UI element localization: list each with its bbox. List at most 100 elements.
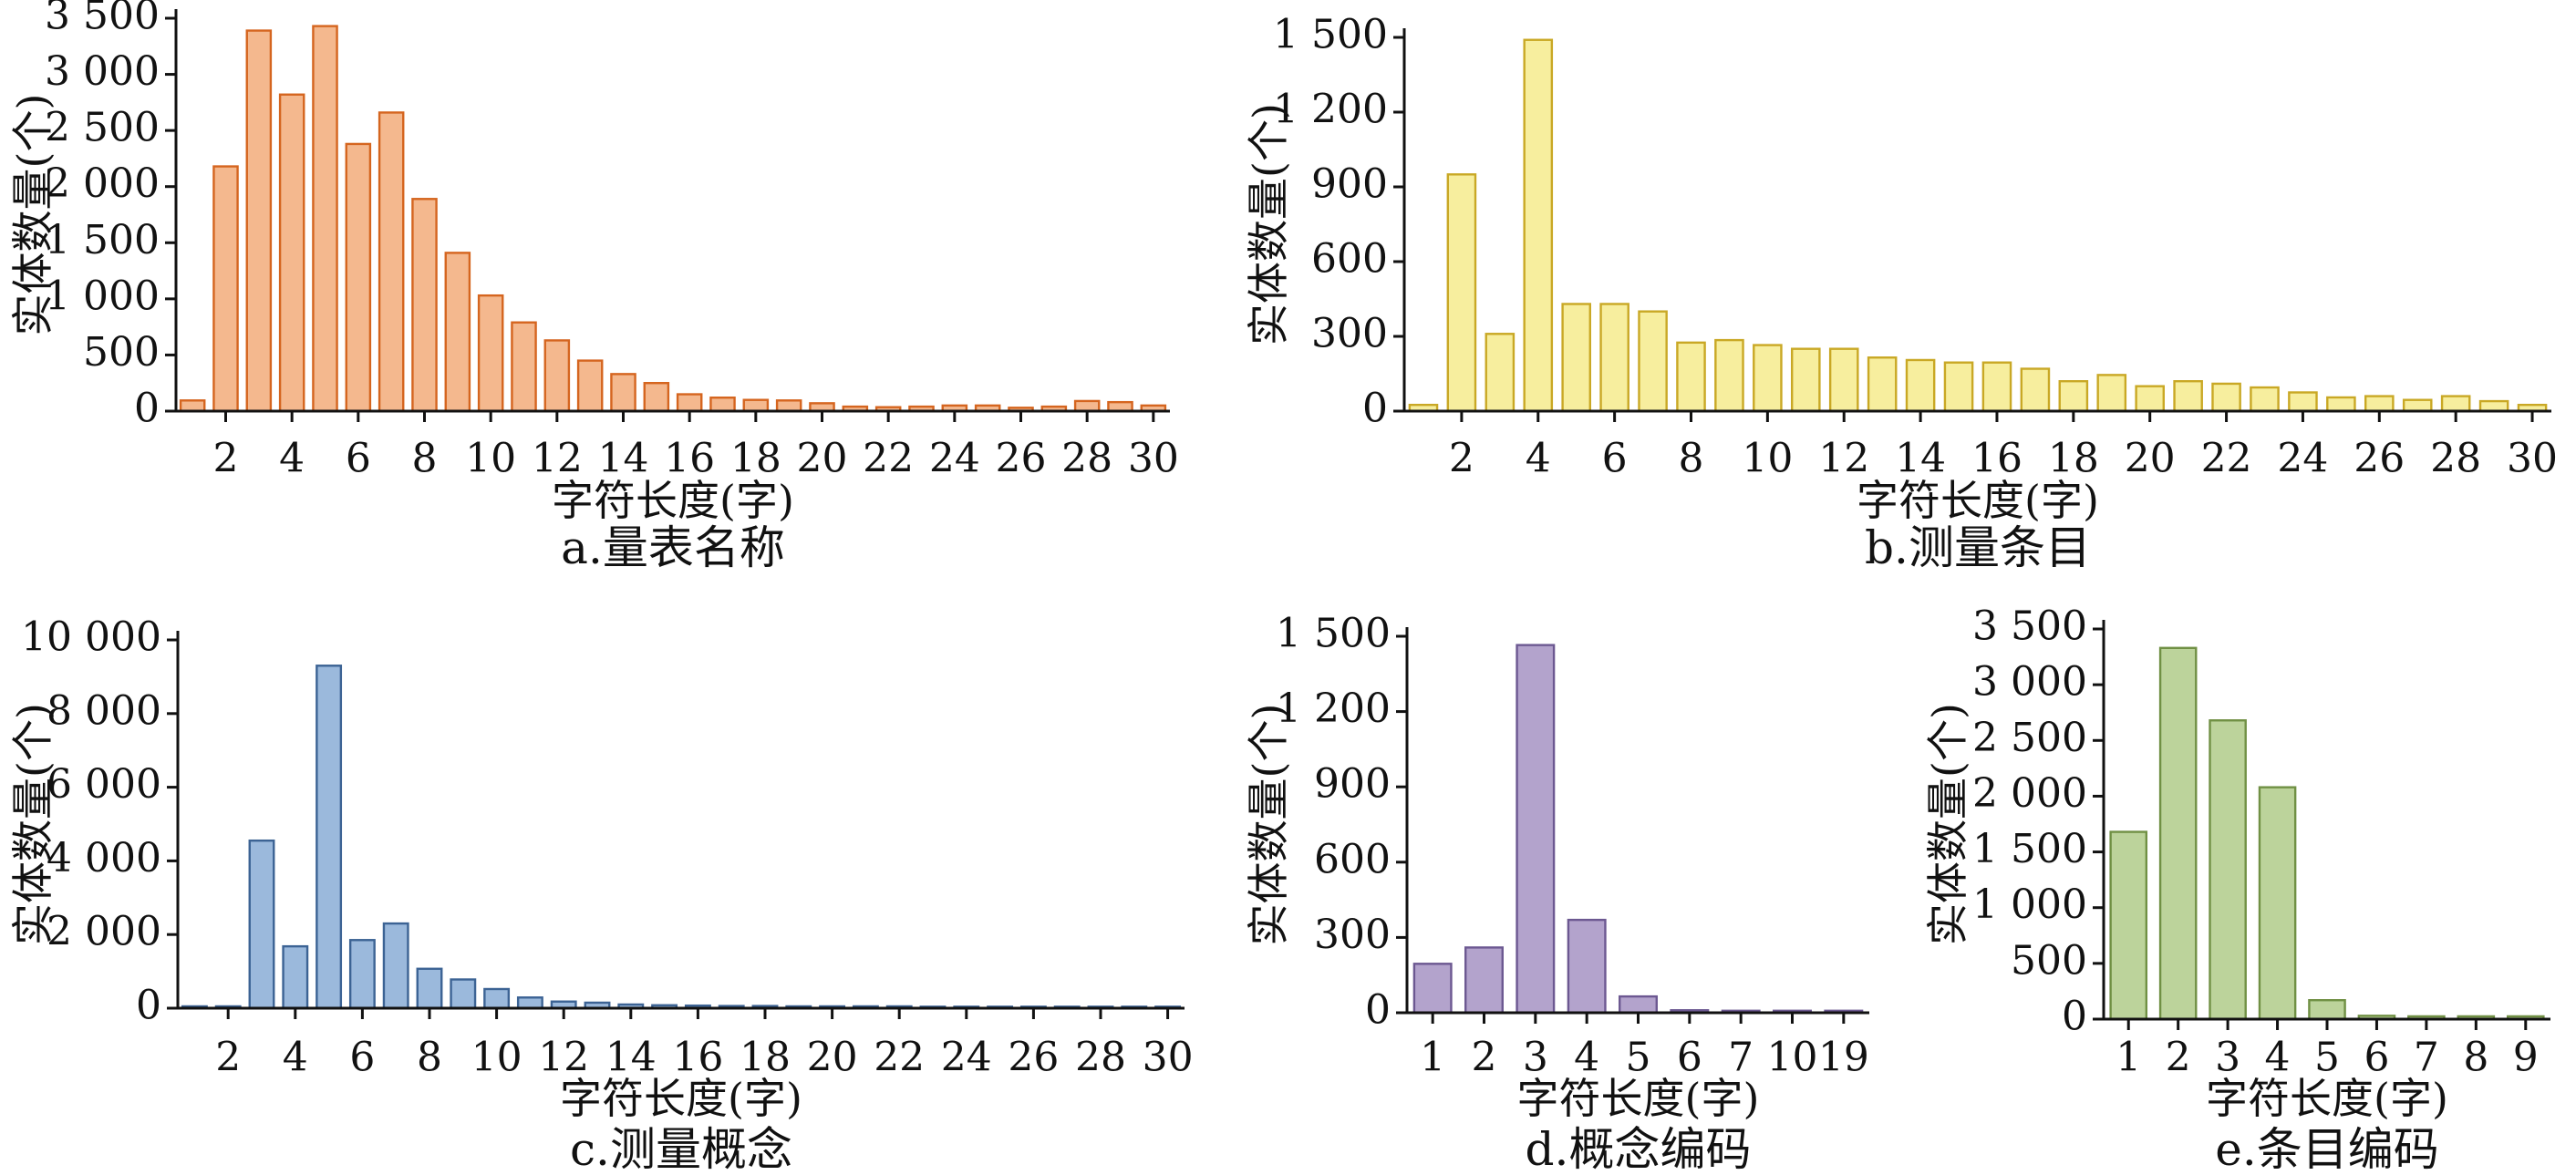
bar-b-8	[1676, 341, 1706, 413]
y-tick-label: 1 200	[1273, 87, 1388, 133]
bar-b-10	[1753, 344, 1783, 413]
x-tick-label: 22	[874, 1035, 925, 1081]
bar-b-5	[1561, 303, 1591, 413]
y-tick-label: 600	[1311, 236, 1388, 283]
y-tick-label: 3 500	[1972, 603, 2087, 650]
y-tick-label: 3 000	[1972, 659, 2087, 706]
bar-b-19	[2096, 374, 2127, 413]
bar-b-29	[2478, 399, 2509, 413]
bar-a-13	[576, 359, 604, 413]
bar-e-4	[2258, 786, 2297, 1021]
x-tick-label: 9	[2513, 1035, 2539, 1081]
x-tick-label: 12	[532, 436, 583, 482]
bar-b-9	[1714, 338, 1744, 413]
y-tick-label: 300	[1314, 912, 1391, 958]
x-tick-label: 10	[465, 436, 516, 482]
y-tick-label: 0	[136, 983, 161, 1029]
bar-b-26	[2364, 395, 2395, 413]
y-tick-label: 10 000	[21, 614, 161, 661]
bar-b-27	[2402, 398, 2433, 413]
bar-a-6	[345, 142, 372, 413]
x-tick-label: 14	[605, 1035, 657, 1081]
panel-caption: c.测量概念	[570, 1123, 792, 1175]
bar-c-6	[348, 939, 376, 1010]
x-tick-label: 20	[2125, 436, 2176, 482]
chart-panel-e: 0 500 1 000 1 500 2 000 2 500 3 000 3 500 1 2 3 4 5 6…	[1923, 603, 2550, 1175]
bar-b-28	[2440, 395, 2471, 413]
x-tick-label: 3	[1523, 1035, 1548, 1081]
x-tick-label: 2	[2166, 1035, 2191, 1081]
bar-a-17	[709, 397, 736, 413]
x-tick-label: 6	[346, 436, 371, 482]
x-tick-label: 6	[1602, 436, 1628, 482]
y-tick-label: 2 000	[47, 909, 161, 955]
y-tick-label: 2 000	[45, 160, 160, 207]
x-axis-title: 字符长度(字)	[560, 1074, 802, 1123]
y-tick-label: 1 500	[1972, 826, 2087, 872]
x-tick-label: 2	[215, 1035, 241, 1081]
bar-b-24	[2288, 391, 2318, 413]
bar-a-5	[312, 25, 338, 413]
x-tick-label: 26	[2354, 436, 2405, 482]
bar-b-2	[1446, 173, 1477, 413]
bar-a-14	[610, 373, 636, 413]
bar-a-28	[1073, 399, 1101, 413]
bar-a-2	[212, 165, 239, 413]
x-tick-label: 16	[664, 436, 715, 482]
bar-b-18	[2058, 380, 2089, 413]
x-tick-label: 18	[740, 1035, 791, 1081]
bar-c-3	[248, 839, 275, 1010]
bar-a-11	[511, 321, 537, 413]
x-tick-label: 2	[1449, 436, 1474, 482]
x-tick-label: 18	[2048, 436, 2099, 482]
y-tick-label: 3 000	[45, 48, 160, 95]
x-tick-label: 10	[471, 1035, 522, 1081]
bar-a-10	[477, 294, 504, 413]
x-tick-label: 8	[412, 436, 438, 482]
bar-c-7	[382, 922, 409, 1010]
bar-c-11	[516, 996, 543, 1010]
x-tick-label: 2	[1472, 1035, 1497, 1081]
x-tick-label: 24	[941, 1035, 992, 1081]
bar-a-8	[411, 198, 438, 413]
bar-b-21	[2173, 380, 2203, 413]
x-tick-label: 4	[2265, 1035, 2291, 1081]
x-tick-label: 28	[1061, 436, 1112, 482]
x-tick-label: 28	[1075, 1035, 1126, 1081]
bar-b-14	[1905, 358, 1936, 413]
bar-d-2	[1464, 946, 1504, 1015]
bar-c-5	[316, 665, 343, 1010]
panel-caption: a.量表名称	[561, 521, 785, 574]
bar-c-4	[282, 944, 309, 1010]
y-tick-label: 0	[134, 386, 160, 432]
bar-b-12	[1828, 347, 1859, 413]
bar-b-7	[1638, 310, 1668, 413]
bar-a-15	[643, 382, 670, 413]
y-tick-label: 1 200	[1276, 685, 1391, 732]
x-tick-label: 4	[1526, 436, 1551, 482]
y-tick-label: 500	[2011, 937, 2087, 984]
bar-e-3	[2209, 719, 2247, 1021]
bar-b-15	[1943, 361, 1974, 413]
x-tick-label: 5	[2314, 1035, 2340, 1081]
bar-a-7	[378, 111, 405, 413]
y-tick-label: 1 500	[45, 217, 160, 263]
bar-a-19	[775, 399, 802, 413]
bar-a-3	[245, 29, 273, 413]
y-tick-label: 4 000	[47, 835, 161, 881]
y-tick-label: 3 500	[45, 0, 160, 39]
x-tick-label: 6	[349, 1035, 375, 1081]
x-tick-label: 20	[807, 1035, 858, 1081]
x-tick-label: 4	[1574, 1035, 1599, 1081]
panel-caption: b.测量条目	[1865, 521, 2091, 574]
x-tick-label: 4	[283, 1035, 308, 1081]
bar-a-12	[543, 339, 571, 413]
y-tick-label: 0	[2062, 994, 2087, 1040]
x-tick-label: 22	[863, 436, 914, 482]
x-tick-label: 30	[1128, 436, 1179, 482]
bar-d-3	[1516, 644, 1556, 1015]
x-tick-label: 8	[2463, 1035, 2488, 1081]
